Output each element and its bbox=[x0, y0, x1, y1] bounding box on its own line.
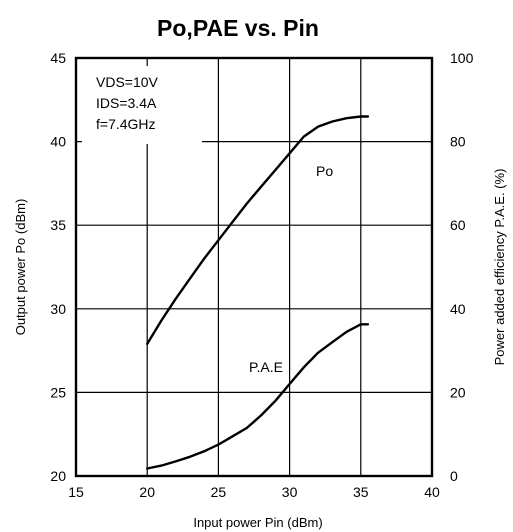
x-axis-label: Input power Pin (dBm) bbox=[193, 515, 322, 530]
plot-frame bbox=[74, 56, 434, 478]
y2-tick-label-80: 80 bbox=[450, 134, 466, 150]
y-tick-label-25: 25 bbox=[50, 384, 66, 400]
chart-title: Po,PAE vs. Pin bbox=[157, 15, 319, 41]
x-tick-label-35: 35 bbox=[353, 484, 369, 500]
annotation-frequency: f=7.4GHz bbox=[96, 116, 156, 132]
series-line-pae bbox=[146, 323, 370, 470]
x-tick-label-40: 40 bbox=[424, 484, 440, 500]
grid-lines bbox=[76, 58, 432, 476]
y2-axis-label: Power added efficiency P.A.E. (%) bbox=[492, 169, 507, 366]
series-line-po bbox=[146, 115, 370, 346]
annotation-ids: IDS=3.4A bbox=[96, 95, 157, 111]
y2-tick-label-0: 0 bbox=[450, 468, 458, 484]
series-curves bbox=[146, 115, 370, 470]
x-tick-label-20: 20 bbox=[139, 484, 155, 500]
series-label-po: Po bbox=[316, 163, 333, 179]
y-axis-label: Output power Po (dBm) bbox=[13, 199, 28, 336]
y2-tick-label-20: 20 bbox=[450, 384, 466, 400]
y-tick-label-45: 45 bbox=[50, 50, 66, 66]
y2-tick-label-60: 60 bbox=[450, 217, 466, 233]
annotation-box: VDS=10V IDS=3.4A f=7.4GHz bbox=[82, 66, 202, 144]
x-tick-label-30: 30 bbox=[282, 484, 298, 500]
y-tick-label-40: 40 bbox=[50, 134, 66, 150]
y-tick-label-20: 20 bbox=[50, 468, 66, 484]
y-tick-label-35: 35 bbox=[50, 217, 66, 233]
annotation-vds: VDS=10V bbox=[96, 74, 159, 90]
y2-tick-label-100: 100 bbox=[450, 50, 474, 66]
annotation-background bbox=[82, 66, 202, 144]
x-tick-label-25: 25 bbox=[211, 484, 227, 500]
x-tick-label-15: 15 bbox=[68, 484, 84, 500]
series-label-pae: P.A.E bbox=[249, 359, 283, 375]
y-tick-label-30: 30 bbox=[50, 301, 66, 317]
y2-tick-label-40: 40 bbox=[450, 301, 466, 317]
